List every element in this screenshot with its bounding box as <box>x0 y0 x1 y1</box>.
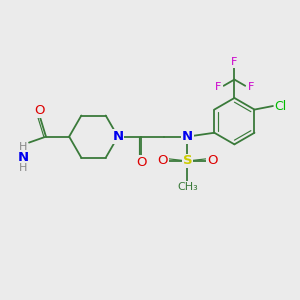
Text: O: O <box>157 154 168 167</box>
Text: F: F <box>215 82 222 92</box>
Text: S: S <box>183 154 192 167</box>
Text: O: O <box>136 156 146 169</box>
Text: Cl: Cl <box>274 100 287 112</box>
Text: O: O <box>207 154 218 167</box>
Text: F: F <box>248 82 254 92</box>
Text: N: N <box>112 130 124 143</box>
Text: O: O <box>34 104 45 117</box>
Text: CH₃: CH₃ <box>177 182 198 192</box>
Text: N: N <box>182 130 193 143</box>
Text: H: H <box>19 163 27 173</box>
Text: H: H <box>19 142 27 152</box>
Text: N: N <box>17 151 28 164</box>
Text: F: F <box>231 57 238 67</box>
